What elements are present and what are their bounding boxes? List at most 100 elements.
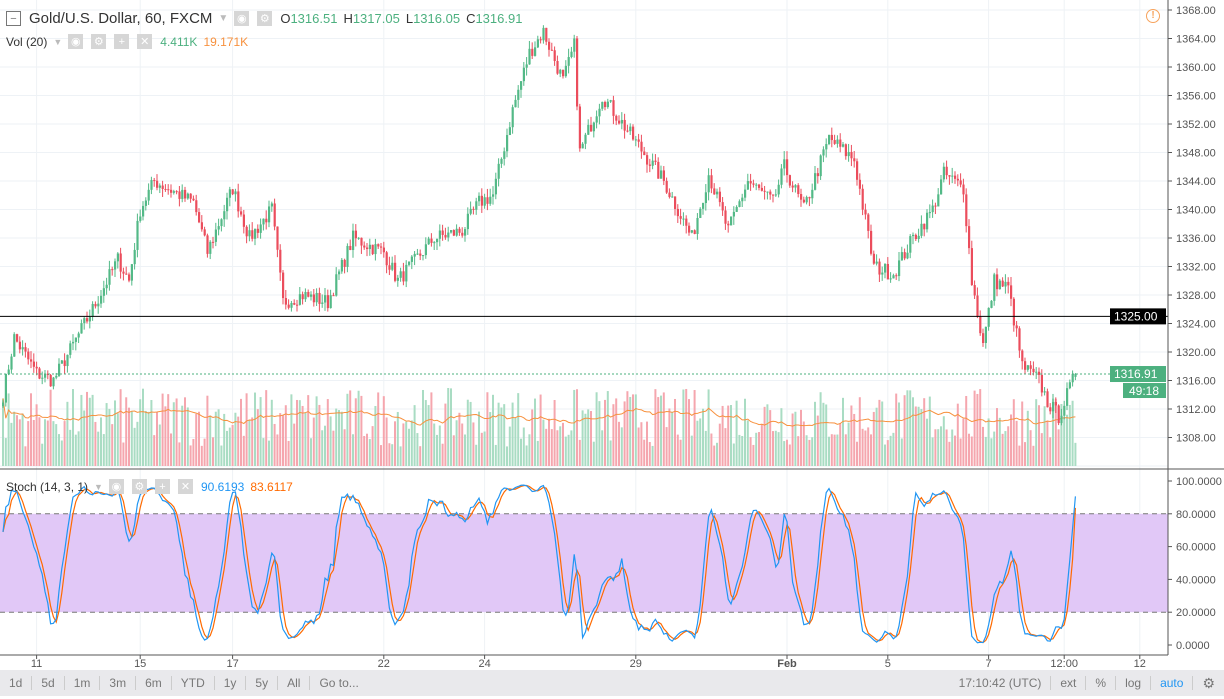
gear-icon[interactable]: ⚙: [131, 479, 147, 494]
goto-button[interactable]: Go to...: [319, 676, 359, 690]
volume-bar: [374, 405, 377, 466]
plus-icon[interactable]: +: [114, 34, 130, 49]
log-toggle[interactable]: log: [1116, 676, 1152, 690]
candle: [399, 267, 402, 282]
candle-body: [679, 216, 682, 219]
candle: [396, 274, 399, 287]
plus-icon[interactable]: +: [154, 479, 170, 494]
close-icon[interactable]: ✕: [137, 34, 153, 49]
volume-bar: [629, 396, 632, 466]
close-icon[interactable]: ✕: [177, 479, 193, 494]
volume-bar: [114, 400, 116, 466]
gear-icon[interactable]: ⚙: [91, 34, 107, 49]
candle: [125, 266, 128, 275]
range-1d[interactable]: 1d: [0, 676, 33, 690]
range-1y[interactable]: 1y: [215, 676, 247, 690]
candle: [688, 222, 691, 236]
volume-bar: [948, 441, 951, 466]
volume-bar: [1018, 445, 1021, 466]
candle-body: [867, 214, 870, 231]
chevron-down-icon[interactable]: ▼: [53, 36, 63, 47]
eye-icon[interactable]: ◉: [108, 479, 124, 494]
candle: [363, 241, 366, 250]
candle: [1052, 398, 1055, 419]
horizontal-line-label-bg: [1110, 308, 1166, 325]
volume-bar: [441, 443, 444, 466]
volume-bar: [707, 389, 710, 466]
candle-body: [606, 101, 609, 108]
candle: [699, 207, 702, 219]
candle: [671, 191, 674, 198]
ext-toggle[interactable]: ext: [1051, 676, 1087, 690]
candle-body: [360, 237, 363, 246]
settings-gear-icon[interactable]: ⚙: [1202, 675, 1215, 691]
range-5y[interactable]: 5y: [246, 676, 279, 690]
percent-toggle[interactable]: %: [1086, 676, 1117, 690]
candle: [262, 218, 265, 231]
volume-bar: [892, 432, 895, 466]
candle: [1049, 403, 1052, 415]
volume-bar: [242, 435, 245, 466]
candle-body: [251, 230, 254, 239]
candle: [811, 183, 814, 204]
volume-bar: [265, 390, 268, 466]
eye-icon[interactable]: ◉: [234, 11, 250, 26]
auto-toggle[interactable]: auto: [1151, 676, 1194, 690]
chart-canvas[interactable]: 1308.00 1312.00 1316.00 1320.00 1324.00 1328.…: [0, 0, 1224, 670]
volume-bar: [240, 398, 242, 466]
candle: [749, 173, 752, 191]
stoch-label[interactable]: Stoch (14, 3, 1): [6, 479, 89, 494]
collapse-icon[interactable]: −: [6, 11, 21, 26]
candle-body: [18, 341, 21, 350]
volume-bar: [419, 446, 422, 466]
symbol-title[interactable]: Gold/U.S. Dollar, 60, FXCM: [29, 10, 213, 27]
range-1m[interactable]: 1m: [65, 676, 101, 690]
candle-body: [595, 116, 598, 123]
candle: [965, 188, 968, 233]
candle: [217, 218, 220, 236]
candle: [91, 301, 94, 321]
candle: [494, 172, 497, 200]
range-5d[interactable]: 5d: [32, 676, 65, 690]
candle: [676, 204, 679, 224]
stoch-d-value: 83.6117: [250, 479, 293, 494]
candle: [634, 135, 637, 147]
volume-bar: [256, 409, 259, 466]
gear-icon[interactable]: ⚙: [257, 11, 273, 26]
candle: [718, 187, 721, 207]
chevron-down-icon[interactable]: ▼: [218, 13, 229, 24]
candle: [116, 252, 119, 269]
time-tick-label: 24: [478, 658, 490, 670]
candle-body: [284, 298, 287, 305]
volume-bar: [998, 417, 1001, 466]
candle: [200, 215, 203, 232]
close-value: 1316.91: [475, 11, 523, 26]
volume-bar: [517, 393, 520, 466]
candle-body: [438, 230, 441, 239]
candle-body: [217, 226, 220, 230]
clock[interactable]: 17:10:42 (UTC): [950, 676, 1052, 690]
volume-bar: [366, 433, 368, 466]
candle-body: [825, 144, 828, 150]
candle-body: [536, 39, 539, 48]
candle: [545, 27, 548, 46]
volume-bar: [878, 399, 881, 466]
horizontal-line-label: 1325.00: [1114, 309, 1158, 323]
volume-bar: [83, 410, 86, 466]
range-ytd[interactable]: YTD: [172, 676, 215, 690]
candle: [900, 246, 903, 261]
volume-bar: [864, 430, 867, 466]
candle-body: [629, 126, 632, 132]
volume-bar: [1057, 429, 1060, 466]
range-6m[interactable]: 6m: [136, 676, 172, 690]
candle: [987, 307, 990, 331]
alert-icon[interactable]: !: [1146, 9, 1160, 23]
volume-label[interactable]: Vol (20): [6, 34, 48, 49]
volume-bar: [234, 412, 237, 466]
eye-icon[interactable]: ◉: [68, 34, 84, 49]
range-3m[interactable]: 3m: [100, 676, 137, 690]
range-all[interactable]: All: [278, 676, 311, 690]
chevron-down-icon[interactable]: ▼: [94, 481, 103, 492]
volume-bar: [766, 404, 769, 466]
candle: [808, 196, 811, 207]
